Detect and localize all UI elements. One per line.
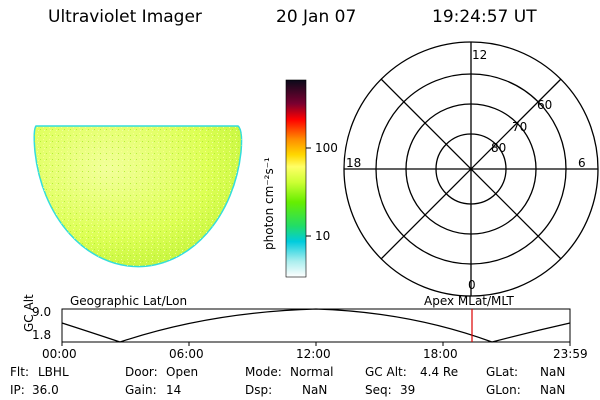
info-seq-label: Seq: xyxy=(365,383,392,397)
info-gcalt-value: 4.4 Re xyxy=(420,365,459,379)
info-mode-label: Mode: xyxy=(245,365,282,379)
date-label: 20 Jan 07 xyxy=(276,7,357,27)
info-flt-value: LBHL xyxy=(38,365,69,379)
polar-label-12: 12 xyxy=(472,48,488,62)
timeline-x-tick-0600: 06:00 xyxy=(169,347,204,361)
info-dsp-value: NaN xyxy=(302,383,328,397)
colorbar-label-100: 100 xyxy=(315,141,338,155)
timeline-right-title: Apex MLat/MLT xyxy=(424,294,514,308)
timeline-x-tick-2359: 23:59 xyxy=(553,347,588,361)
timeline-y-tick-9: 9.0 xyxy=(32,305,52,319)
info-ip-label: IP: xyxy=(10,383,25,397)
polar-lat-label-80: 80 xyxy=(491,141,507,155)
timeline-left-title: Geographic Lat/Lon xyxy=(70,294,188,308)
instrument-title: Ultraviolet Imager xyxy=(48,7,202,27)
info-gain-value: 14 xyxy=(166,383,182,397)
uv-earth-image xyxy=(33,125,243,268)
info-glon-label: GLon: xyxy=(486,383,521,397)
polar-label-18: 18 xyxy=(346,156,362,170)
info-mode-value: Normal xyxy=(290,365,334,379)
polar-lat-label-70: 70 xyxy=(512,120,528,134)
timeline-x-tick-1200: 12:00 xyxy=(296,347,331,361)
polar-label-0: 0 xyxy=(468,278,476,292)
info-ip-value: 36.0 xyxy=(32,383,59,397)
info-gain-label: Gain: xyxy=(125,383,157,397)
altitude-timeline xyxy=(61,308,571,346)
info-glon-value: NaN xyxy=(540,383,566,397)
info-flt-label: Flt: xyxy=(10,365,29,379)
timeline-x-tick-0000: 00:00 xyxy=(42,347,77,361)
colorbar xyxy=(285,79,311,278)
timeline-x-tick-1800: 18:00 xyxy=(423,347,458,361)
info-dsp-label: Dsp: xyxy=(245,383,273,397)
time-label: 19:24:57 UT xyxy=(432,7,537,27)
info-glat-value: NaN xyxy=(540,365,566,379)
polar-diagonal-2 xyxy=(380,78,562,260)
altitude-curve xyxy=(61,308,571,343)
polar-lat-label-60: 60 xyxy=(537,98,553,112)
polar-mlt-plot xyxy=(343,41,599,297)
info-door-label: Door: xyxy=(125,365,158,379)
colorbar-unit-label: photon cm⁻²s⁻¹ xyxy=(262,157,276,250)
timeline-y-tick-1.8: 1.8 xyxy=(32,328,52,342)
colorbar-label-10: 10 xyxy=(315,229,331,243)
info-glat-label: GLat: xyxy=(486,365,519,379)
info-seq-value: 39 xyxy=(400,383,416,397)
info-door-value: Open xyxy=(166,365,199,379)
polar-label-6: 6 xyxy=(578,156,586,170)
info-gcalt-label: GC Alt: xyxy=(365,365,407,379)
